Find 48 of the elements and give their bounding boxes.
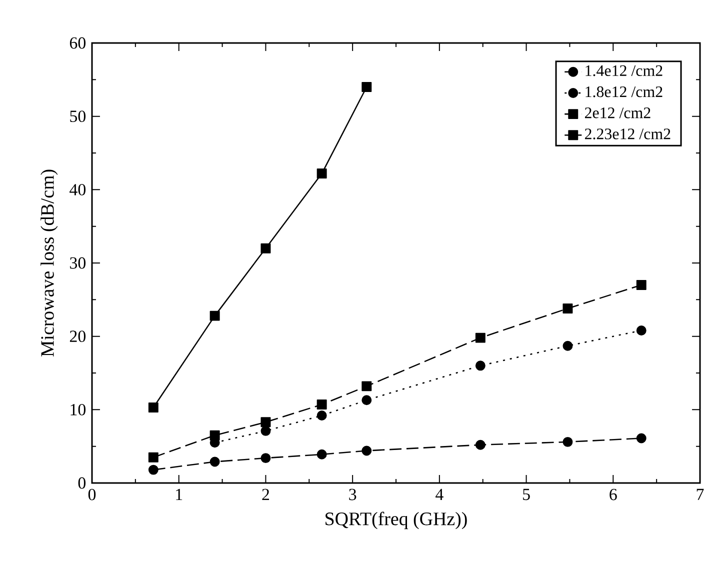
point xyxy=(260,243,271,254)
y-axis-title: Microwave loss (dB/cm) xyxy=(40,170,58,357)
legend-label: 1.4e12 /cm2 xyxy=(586,65,662,76)
y-tick-label: 0 xyxy=(78,477,86,489)
y-tick-label: 10 xyxy=(70,404,86,416)
point xyxy=(148,464,158,475)
point xyxy=(562,436,573,447)
point xyxy=(562,303,573,314)
point xyxy=(260,453,271,464)
point xyxy=(562,340,573,351)
y-tick-label: 20 xyxy=(70,330,86,342)
point xyxy=(636,325,646,336)
point xyxy=(210,430,220,440)
point xyxy=(260,417,271,428)
x-axis-title: SQRT(freq (GHz)) xyxy=(326,512,467,530)
point xyxy=(475,360,486,371)
x-tick-label: 0 xyxy=(88,488,96,500)
point xyxy=(316,400,327,410)
y-tick-label: 40 xyxy=(70,184,86,196)
point xyxy=(362,446,372,456)
point xyxy=(636,280,646,290)
point xyxy=(148,402,158,412)
point xyxy=(362,381,372,392)
x-tick-label: 1 xyxy=(176,488,182,500)
point xyxy=(210,456,220,467)
point xyxy=(475,332,486,343)
point xyxy=(148,452,158,462)
x-tick-label: 6 xyxy=(610,488,617,500)
point xyxy=(210,310,220,321)
point xyxy=(316,168,327,179)
x-tick-label: 3 xyxy=(349,488,356,500)
point xyxy=(316,410,327,421)
point xyxy=(362,395,372,406)
point xyxy=(260,426,271,436)
x-tick-label: 5 xyxy=(523,488,530,500)
point xyxy=(362,82,372,92)
legend-label: 2.23e12 /cm2 xyxy=(584,128,670,140)
y-tick-label: 60 xyxy=(70,37,86,49)
point xyxy=(316,449,327,460)
point xyxy=(636,433,646,444)
x-tick-label: 4 xyxy=(436,488,444,500)
x-tick-label: 7 xyxy=(696,488,704,500)
y-tick-label: 50 xyxy=(70,110,86,122)
legend-label: 2e12 /cm2 xyxy=(584,108,650,118)
legend-label: 1.8e12 /cm2 xyxy=(586,86,662,98)
point xyxy=(475,440,486,450)
y-tick-label: 30 xyxy=(70,257,86,269)
x-tick-label: 2 xyxy=(262,488,270,500)
